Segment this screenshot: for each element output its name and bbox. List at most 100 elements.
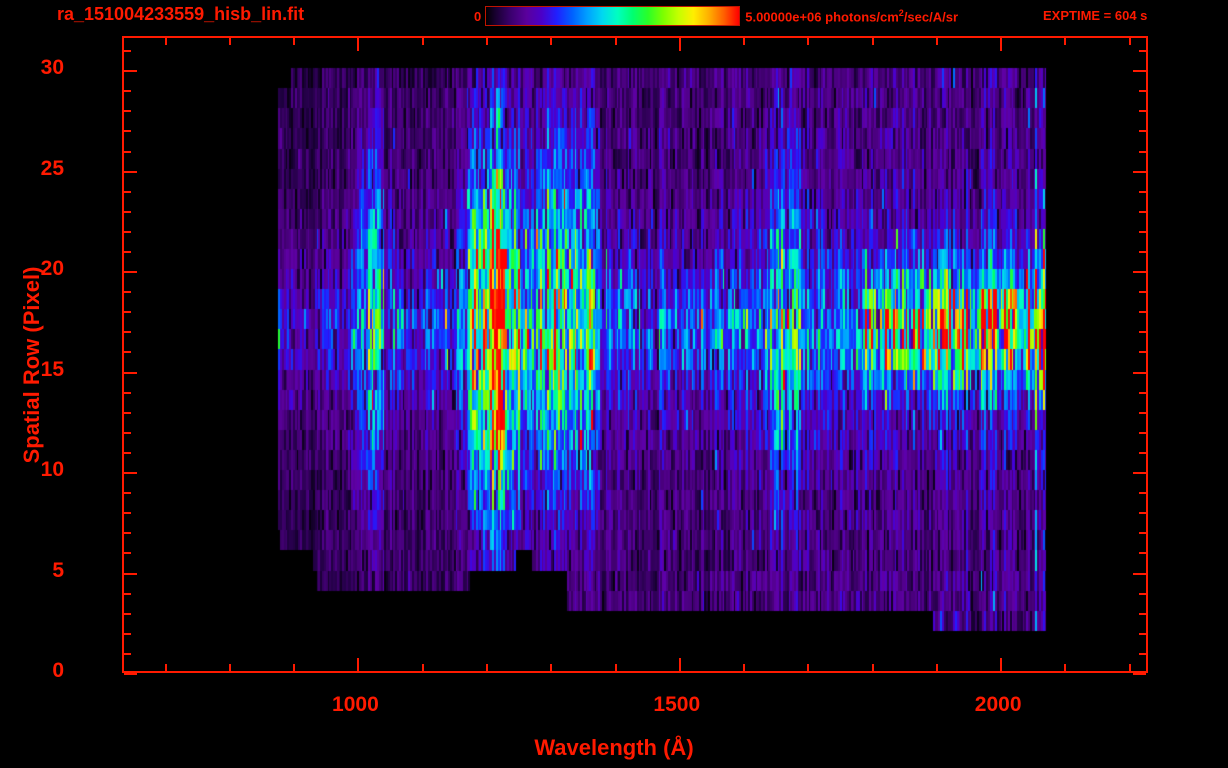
y-axis-tick-minor-right [1139,652,1146,655]
y-axis-tick-label: 15 [40,357,64,381]
x-axis-tick-minor-top [743,38,746,45]
y-axis-tick-minor-right [1139,311,1146,314]
x-axis-tick-minor [807,664,810,671]
y-axis-tick-minor-right [1139,251,1146,253]
y-axis-tick-minor-right [1139,512,1146,515]
colorbar: 0 5.00000e+06 photons/cm2/sec/A/sr [474,5,958,27]
spectrogram-heatmap [124,38,1146,671]
x-axis-tick-minor-top [164,38,167,45]
x-axis-tick-minor-top [421,38,424,45]
y-axis-tick-minor-right [1139,552,1146,555]
y-axis-tick-minor [124,391,131,394]
x-axis-tick-major-top [1000,38,1003,51]
colorbar-gradient [485,6,741,26]
y-axis-tick-label: 30 [40,56,64,80]
x-axis-tick-minor [871,664,874,671]
y-axis-tick-minor-right [1139,130,1146,133]
y-axis-tick-major-right [1133,572,1146,575]
colorbar-max-value: 5.00000e+06 [745,9,822,25]
x-axis-tick-minor [1128,664,1131,671]
y-axis-tick-minor-right [1139,532,1146,535]
y-axis-tick-minor [124,291,131,294]
x-axis-tick-minor-top [228,38,231,45]
x-axis-tick-major [678,658,681,671]
y-axis-tick-minor [124,632,131,635]
y-axis-tick-minor [124,411,131,414]
colorbar-units-pre: photons/cm [821,9,899,25]
plot-frame [122,36,1148,675]
y-axis-tick-minor-right [1139,431,1146,434]
y-axis-tick-major-right [1133,170,1146,173]
y-axis-tick-minor [124,210,131,213]
y-axis-tick-major-right [1133,371,1146,374]
y-axis-tick-minor-right [1139,190,1146,193]
x-axis-tick-minor [164,664,167,671]
y-axis-tick-minor [124,512,131,515]
x-axis-tick-label: 1000 [332,693,379,716]
y-axis-tick-minor-right [1139,291,1146,294]
colorbar-units-exponent: 2 [898,7,904,18]
x-axis-tick-minor-top [614,38,617,45]
x-axis-tick-minor-top [935,38,938,45]
y-axis-tick-minor-right [1139,210,1146,213]
y-axis-tick-minor [124,592,131,595]
y-axis-tick-major [124,371,137,374]
x-axis-tick-minor-top [871,38,874,45]
y-axis-tick-label: 20 [40,257,64,281]
y-axis-tick-minor-right [1139,411,1146,414]
x-axis-tick-label: 2000 [974,693,1022,716]
y-axis-tick-major-right [1133,472,1146,475]
x-axis-tick-minor-top [1064,38,1067,45]
y-axis-tick-minor [124,230,131,233]
x-axis-tick-minor-top [293,38,296,45]
y-axis-tick-minor [124,251,131,253]
y-axis-tick-major-right [1133,673,1146,675]
y-axis-tick-minor [124,431,131,434]
y-axis-tick-minor [124,190,131,193]
y-axis-tick-minor-right [1139,592,1146,595]
x-axis-tick-minor [743,664,746,671]
x-axis-tick-minor [293,664,296,671]
colorbar-max-label: 5.00000e+06 photons/cm2/sec/A/sr [745,7,958,25]
y-axis-tick-minor [124,311,131,314]
x-axis-tick-major-top [357,38,360,51]
plot-area [124,38,1146,671]
y-axis-tick-minor-right [1139,110,1146,113]
y-axis-tick-minor [124,130,131,133]
y-axis-tick-major [124,70,137,73]
x-axis-tick-minor [485,664,488,671]
y-axis-tick-major [124,673,137,675]
y-axis-tick-minor-right [1139,331,1146,334]
y-axis-tick-minor [124,451,131,454]
exptime-label: EXPTIME = 604 s [1043,8,1148,23]
y-axis-tick-minor-right [1139,451,1146,454]
x-axis-tick-major [1000,658,1003,671]
x-axis-tick-minor-top [485,38,488,45]
x-axis-tick-minor-top [807,38,810,45]
x-axis-tick-major-top [678,38,681,51]
y-axis-tick-major [124,472,137,475]
y-axis-tick-major [124,170,137,173]
y-axis-tick-minor-right [1139,150,1146,153]
y-axis-tick-major-right [1133,70,1146,73]
header-bar: ra_151004233559_hisb_lin.fit 0 5.00000e+… [0,0,1228,34]
y-axis-tick-minor-right [1139,50,1146,53]
x-axis-title: Wavelength (Å) [534,735,694,760]
x-axis-tick-minor [1064,664,1067,671]
y-axis-tick-minor [124,90,131,93]
y-axis-tick-minor [124,351,131,354]
y-axis-tick-minor [124,110,131,113]
x-axis-tick-minor-top [550,38,553,45]
x-axis-tick-major [357,658,360,671]
y-axis-tick-major [124,572,137,575]
y-axis-tick-major [124,271,137,274]
y-axis-tick-minor [124,492,131,495]
x-axis-tick-minor [935,664,938,671]
y-axis-tick-minor [124,552,131,555]
y-axis-tick-minor-right [1139,351,1146,354]
y-axis-tick-major-right [1133,271,1146,274]
y-axis-tick-minor-right [1139,230,1146,233]
y-axis-tick-label: 0 [52,659,64,682]
x-axis-tick-label: 1500 [653,693,701,716]
y-axis-tick-minor-right [1139,612,1146,615]
